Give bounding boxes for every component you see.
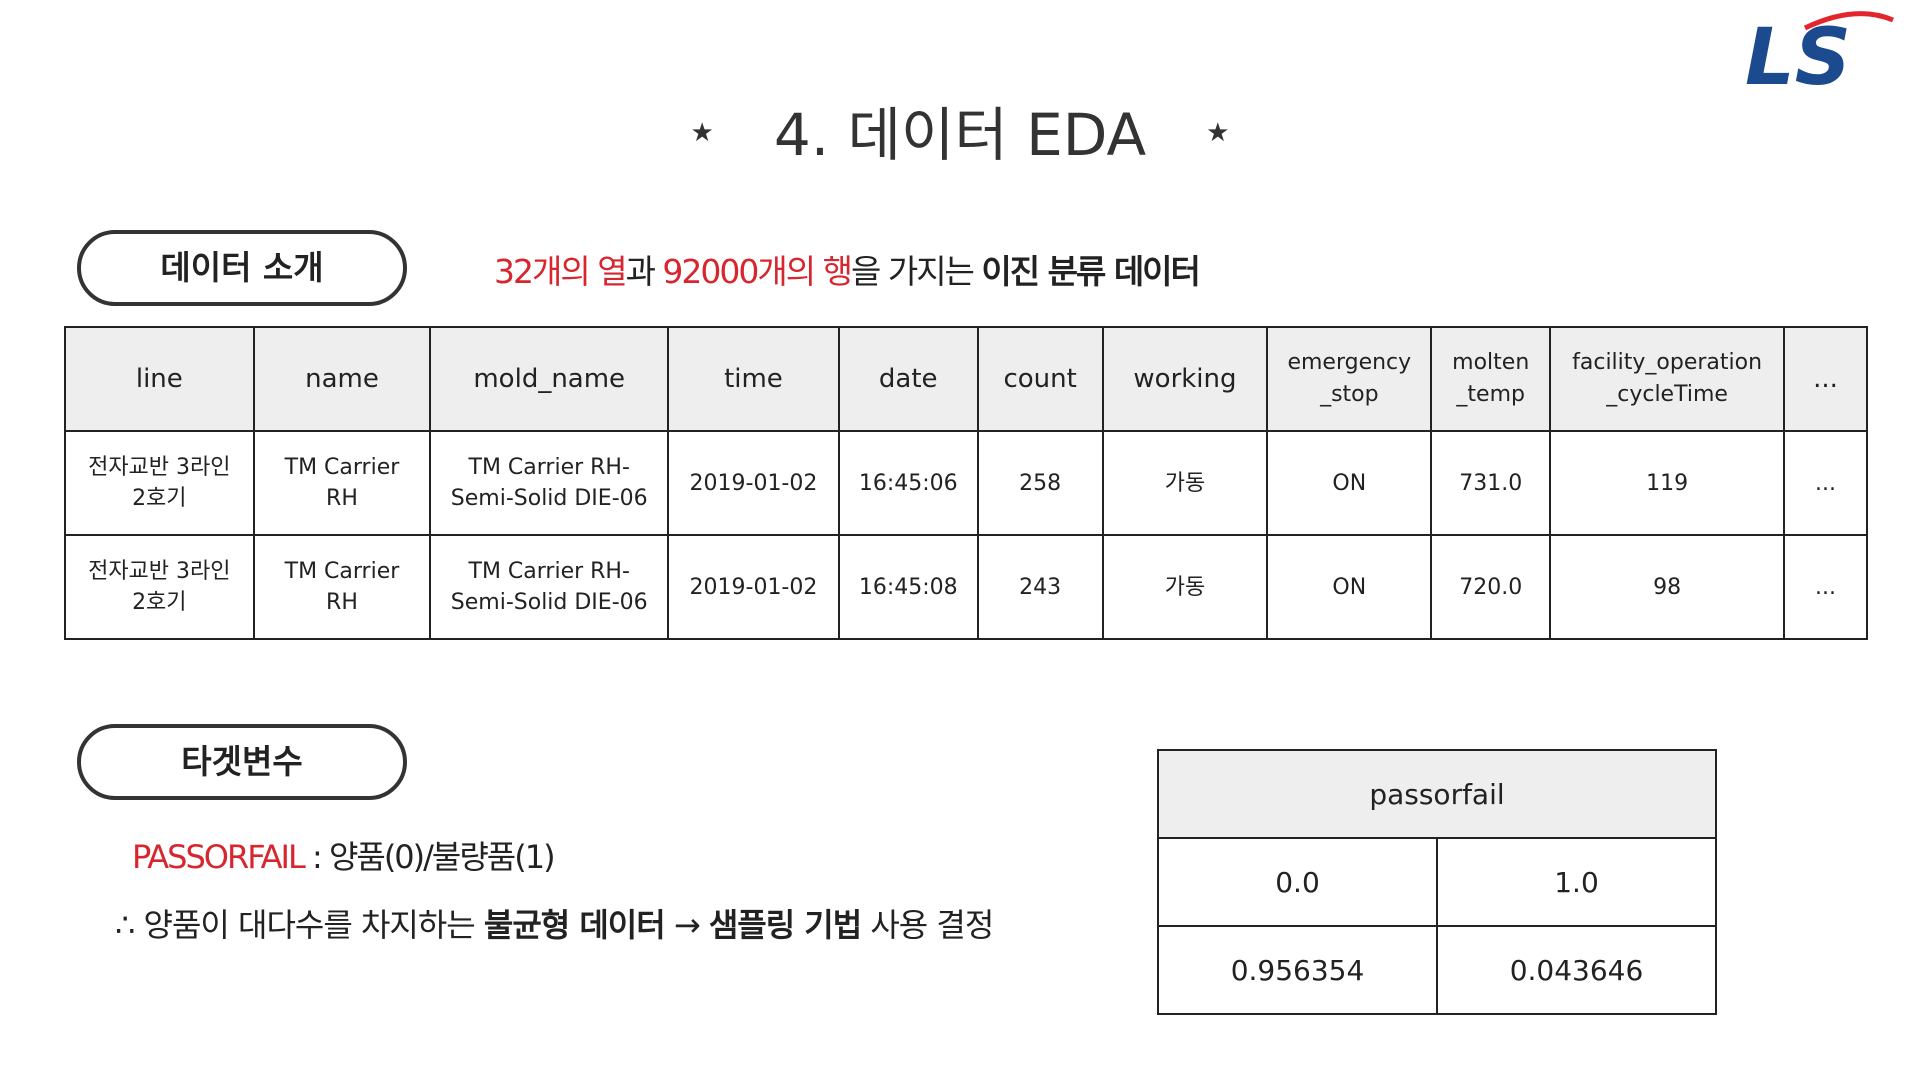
column-header: working	[1101, 326, 1269, 432]
data-preview-table: line name mold_name time date count work…	[64, 326, 1868, 640]
data-intro-label: 데이터 소개	[77, 230, 407, 306]
data-type: 이진 분류 데이터	[981, 252, 1200, 291]
table-cell: 2019-01-02	[667, 534, 840, 640]
target-definition: PASSORFAIL : 양품(0)/불량품(1)	[132, 832, 556, 878]
table-cell: 1.0	[1436, 837, 1717, 927]
target-conclusion: ∴ 양품이 대다수를 차지하는 불균형 데이터 → 샘플링 기법 사용 결정	[115, 900, 994, 946]
table-cell: 16:45:06	[837, 430, 979, 536]
passorfail-ratio-table: passorfail 0.0 1.0 0.956354 0.043646	[1157, 749, 1717, 1015]
table-cell: 16:45:08	[837, 534, 979, 640]
target-var-desc: 양품(0)/불량품(1)	[328, 838, 556, 876]
column-header: emergency _stop	[1266, 326, 1433, 432]
column-header: name	[252, 326, 432, 432]
table-cell: ON	[1266, 430, 1433, 536]
column-header: date	[837, 326, 979, 432]
table-cell: TM Carrier RH	[252, 430, 432, 536]
page-title: ★ 4. 데이터 EDA ★	[0, 88, 1920, 172]
column-header: ...	[1783, 326, 1868, 432]
table-cell: 0.0	[1157, 837, 1438, 927]
table-row: 0.956354 0.043646	[1157, 925, 1717, 1015]
column-header: facility_operation _cycleTime	[1549, 326, 1786, 432]
table-cell: 0.956354	[1157, 925, 1438, 1015]
table-cell: 119	[1549, 430, 1786, 536]
table-cell: TM Carrier RH	[252, 534, 432, 640]
table-cell: 전자교반 3라인 2호기	[64, 534, 255, 640]
table-row: 전자교반 3라인 2호기 TM Carrier RH TM Carrier RH- S…	[64, 430, 1868, 536]
conclusion-prefix: ∴ 양품이 대다수를 차지하는	[115, 906, 484, 944]
column-header: time	[667, 326, 840, 432]
table-cell: 720.0	[1430, 534, 1552, 640]
star-icon: ★	[1206, 117, 1230, 148]
target-variable-label: 타겟변수	[77, 724, 407, 800]
table-cell: 98	[1549, 534, 1786, 640]
conclusion-suffix: 사용 결정	[861, 906, 994, 944]
target-var-name: PASSORFAIL	[132, 838, 306, 876]
table-header-row: line name mold_name time date count work…	[64, 326, 1868, 432]
table-cell: 258	[976, 430, 1104, 536]
target-colon: :	[303, 838, 329, 876]
table-header-row: passorfail	[1157, 749, 1717, 839]
table-cell: 가동	[1101, 430, 1269, 536]
table-cell: 가동	[1101, 534, 1269, 640]
table-cell: 731.0	[1430, 430, 1552, 536]
table-cell: ...	[1783, 430, 1868, 536]
table-cell: 0.043646	[1436, 925, 1717, 1015]
table-row: 0.0 1.0	[1157, 837, 1717, 927]
intro-mid: 을 가지는	[850, 252, 982, 291]
rows-count: 92000개의 행	[662, 252, 853, 291]
table-cell: 전자교반 3라인 2호기	[64, 430, 255, 536]
intro-conj: 과	[625, 252, 663, 291]
table-cell: TM Carrier RH- Semi-Solid DIE-06	[429, 430, 670, 536]
title-text: 4. 데이터 EDA	[773, 101, 1147, 169]
table-cell: ...	[1783, 534, 1868, 640]
column-header: mold_name	[429, 326, 670, 432]
imbalanced-data-text: 불균형 데이터	[483, 906, 666, 944]
arrow-icon: →	[664, 906, 709, 944]
column-header: line	[64, 326, 255, 432]
columns-count: 32개의 열	[494, 252, 628, 291]
sampling-method-text: 샘플링 기법	[708, 906, 862, 944]
table-cell: TM Carrier RH- Semi-Solid DIE-06	[429, 534, 670, 640]
logo-text: LS	[1745, 13, 1851, 90]
column-header: count	[976, 326, 1104, 432]
table-cell: ON	[1266, 534, 1433, 640]
table-cell: 243	[976, 534, 1104, 640]
star-icon: ★	[690, 117, 714, 148]
table-row: 전자교반 3라인 2호기 TM Carrier RH TM Carrier RH- S…	[64, 534, 1868, 640]
table-cell: 2019-01-02	[667, 430, 840, 536]
data-intro-text: 32개의 열과 92000개의 행을 가지는 이진 분류 데이터	[494, 245, 1201, 293]
column-header: molten _temp	[1430, 326, 1552, 432]
ls-logo: LS	[1745, 10, 1895, 103]
column-header: passorfail	[1157, 749, 1717, 839]
